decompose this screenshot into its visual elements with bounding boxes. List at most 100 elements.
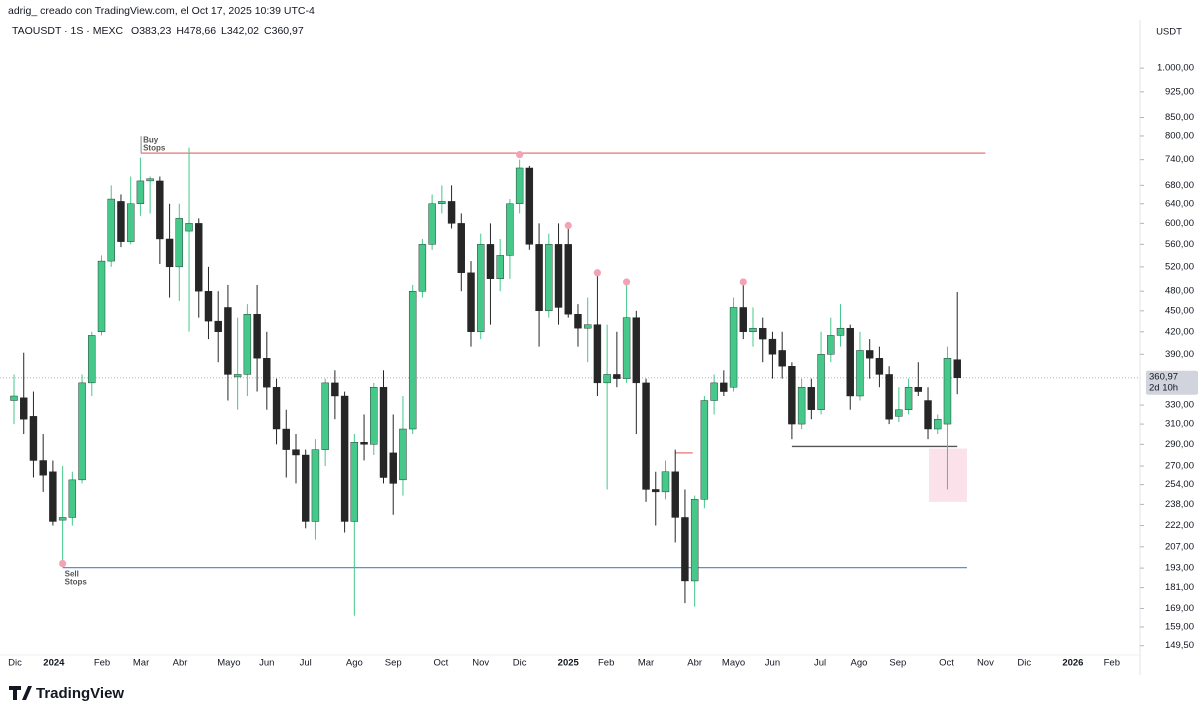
candle-body [292,449,300,456]
x-tick-label: 2026 [1062,658,1083,669]
candle-body [340,395,349,522]
currency: USDT [1156,27,1182,38]
candle-body [311,449,320,522]
level-label: Stops [65,578,88,587]
candle-body [700,400,709,500]
candle-body [797,386,806,425]
candle-body [613,374,621,379]
x-tick-label: Dic [1017,658,1031,669]
candle-body [827,335,835,355]
y-tick-label: 560,00 [1165,239,1194,250]
candle-body [642,382,650,490]
y-tick-label: 270,00 [1165,461,1194,472]
x-tick-label: Nov [977,658,994,669]
candle-body [136,180,145,204]
x-tick-label: Feb [1104,658,1120,669]
candle-body [29,416,38,461]
header-item: C360,97 [264,25,304,37]
y-tick-label: 850,00 [1165,112,1194,123]
x-tick-label: Abr [687,658,702,669]
candle-body [185,223,193,232]
candle-body [768,338,777,355]
candle-body [58,517,67,521]
x-tick-label: Jul [300,658,312,669]
candle-body [204,290,213,322]
candle-body [126,203,135,242]
candle-body [603,374,611,384]
level-label: Stops [143,143,166,152]
candle-body [525,167,534,245]
x-tick-label: Ago [851,658,868,669]
x-tick-label: Sep [889,658,906,669]
candle-body [477,244,485,332]
x-tick-label: 2024 [43,658,65,669]
candle-body [10,395,18,401]
y-tick-label: 1.000,00 [1157,63,1194,74]
candle-body [914,386,923,392]
y-tick-label: 149,50 [1165,640,1194,651]
last-price-label: 360,97 [1149,371,1178,382]
y-tick-label: 310,00 [1165,419,1194,430]
x-tick-label: Mayo [722,658,745,669]
candle-body [331,382,339,397]
x-tick-label: Dic [8,658,22,669]
candle-body [20,397,28,420]
candle-body [564,244,572,315]
candle-body [865,350,874,359]
candle-body [457,223,465,273]
y-tick-label: 600,00 [1165,218,1194,229]
candle-body [943,358,952,425]
x-tick-label: Feb [94,658,110,669]
y-tick-label: 450,00 [1165,305,1194,316]
candle-body [924,400,932,430]
y-tick-label: 238,00 [1165,499,1194,510]
y-tick-label: 254,00 [1165,479,1194,490]
y-tick-label: 193,00 [1165,563,1194,574]
candle-body [49,471,57,522]
y-tick-label: 480,00 [1165,286,1194,297]
y-tick-label: 925,00 [1165,86,1194,97]
level-label: Sell [65,570,79,579]
marker [564,221,572,230]
x-tick-label: Mar [638,658,654,669]
candle-body [224,307,232,375]
candle-body [486,244,495,279]
candle-body [360,442,368,445]
x-tick-label: Oct [939,658,954,669]
candle-body [778,350,786,367]
x-tick-label: Ago [346,658,363,669]
y-tick-label: 169,00 [1165,603,1194,614]
candle-body [904,386,913,410]
candle-body [253,314,261,359]
candle-body [39,460,47,476]
candle-body [195,223,203,292]
candle-body [953,359,961,379]
y-tick-label: 159,00 [1165,622,1194,633]
candle-body [632,317,641,384]
candle-body [175,218,184,268]
y-tick-label: 207,00 [1165,541,1194,552]
candle-body [506,203,514,256]
candle-body [302,454,310,522]
candle-body [408,290,417,430]
x-tick-label: Jun [765,658,780,669]
y-tick-label: 420,00 [1165,326,1194,337]
marker [516,150,524,159]
candle-body [97,260,106,332]
candle-body [214,320,222,332]
candle-body [447,201,456,224]
caption: adrig_ creado con TradingView.com, el Oc… [8,5,315,17]
candle-body [622,317,631,379]
candle-body [690,499,699,582]
marker [739,278,747,286]
candle-body [749,327,757,332]
header-item: H478,66 [176,25,216,37]
y-tick-label: 290,00 [1165,439,1194,450]
x-tick-label: Abr [173,658,188,669]
brand-name: TradingView [36,685,124,702]
candle-body [535,244,543,312]
header-item: L342,02 [221,25,259,37]
candle-body [321,382,329,450]
candle-body [583,324,592,329]
y-tick-label: 640,00 [1165,198,1194,209]
